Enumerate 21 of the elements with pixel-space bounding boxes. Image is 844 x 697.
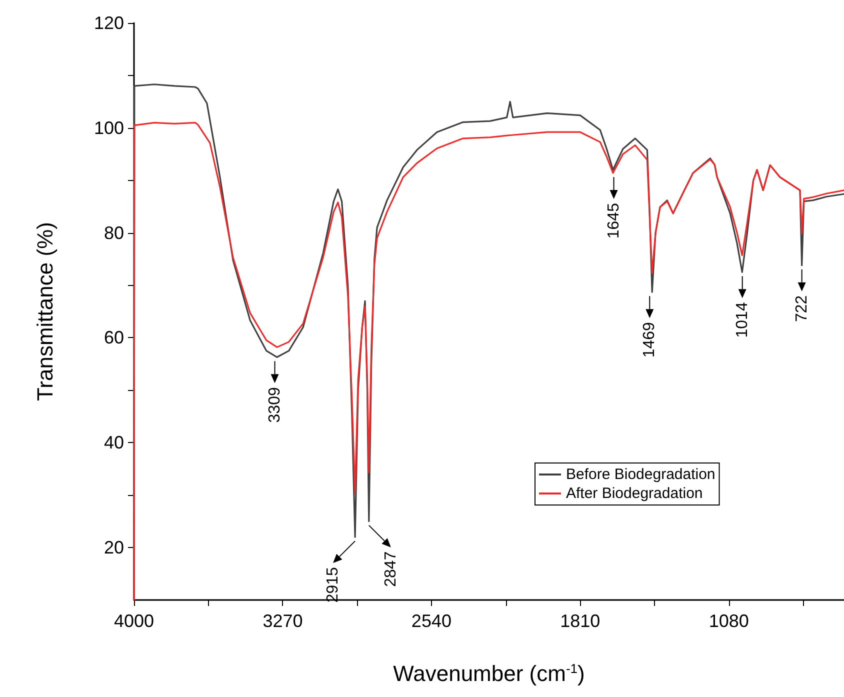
- y-tick-label: 60: [104, 328, 124, 348]
- annotation: 1645: [605, 202, 622, 239]
- annotation: 722: [793, 295, 810, 322]
- y-tick-label: 80: [104, 222, 124, 243]
- y-tick-label: 120: [94, 13, 124, 33]
- annotation: 2847: [382, 551, 400, 587]
- y-tick-label: 100: [94, 118, 124, 138]
- x-tick-label: 2540: [411, 611, 452, 631]
- legend-label: After Biodegradation: [566, 485, 703, 502]
- annotation: 1014: [734, 302, 751, 338]
- annotation: 1469: [641, 322, 658, 358]
- x-tick-label: 4000: [114, 611, 154, 631]
- y-axis-title: Transmittance (%): [32, 222, 58, 401]
- x-tick-label: 1810: [560, 611, 600, 631]
- y-tick-label: 40: [104, 432, 124, 453]
- annotation: 2915: [324, 566, 342, 603]
- x-tick-label: 1080: [708, 611, 749, 631]
- x-tick-label: 3270: [262, 611, 303, 631]
- annotation: 3309: [266, 387, 284, 423]
- y-tick-label: 20: [104, 538, 124, 558]
- legend-label: Before Biodegradation: [566, 466, 716, 483]
